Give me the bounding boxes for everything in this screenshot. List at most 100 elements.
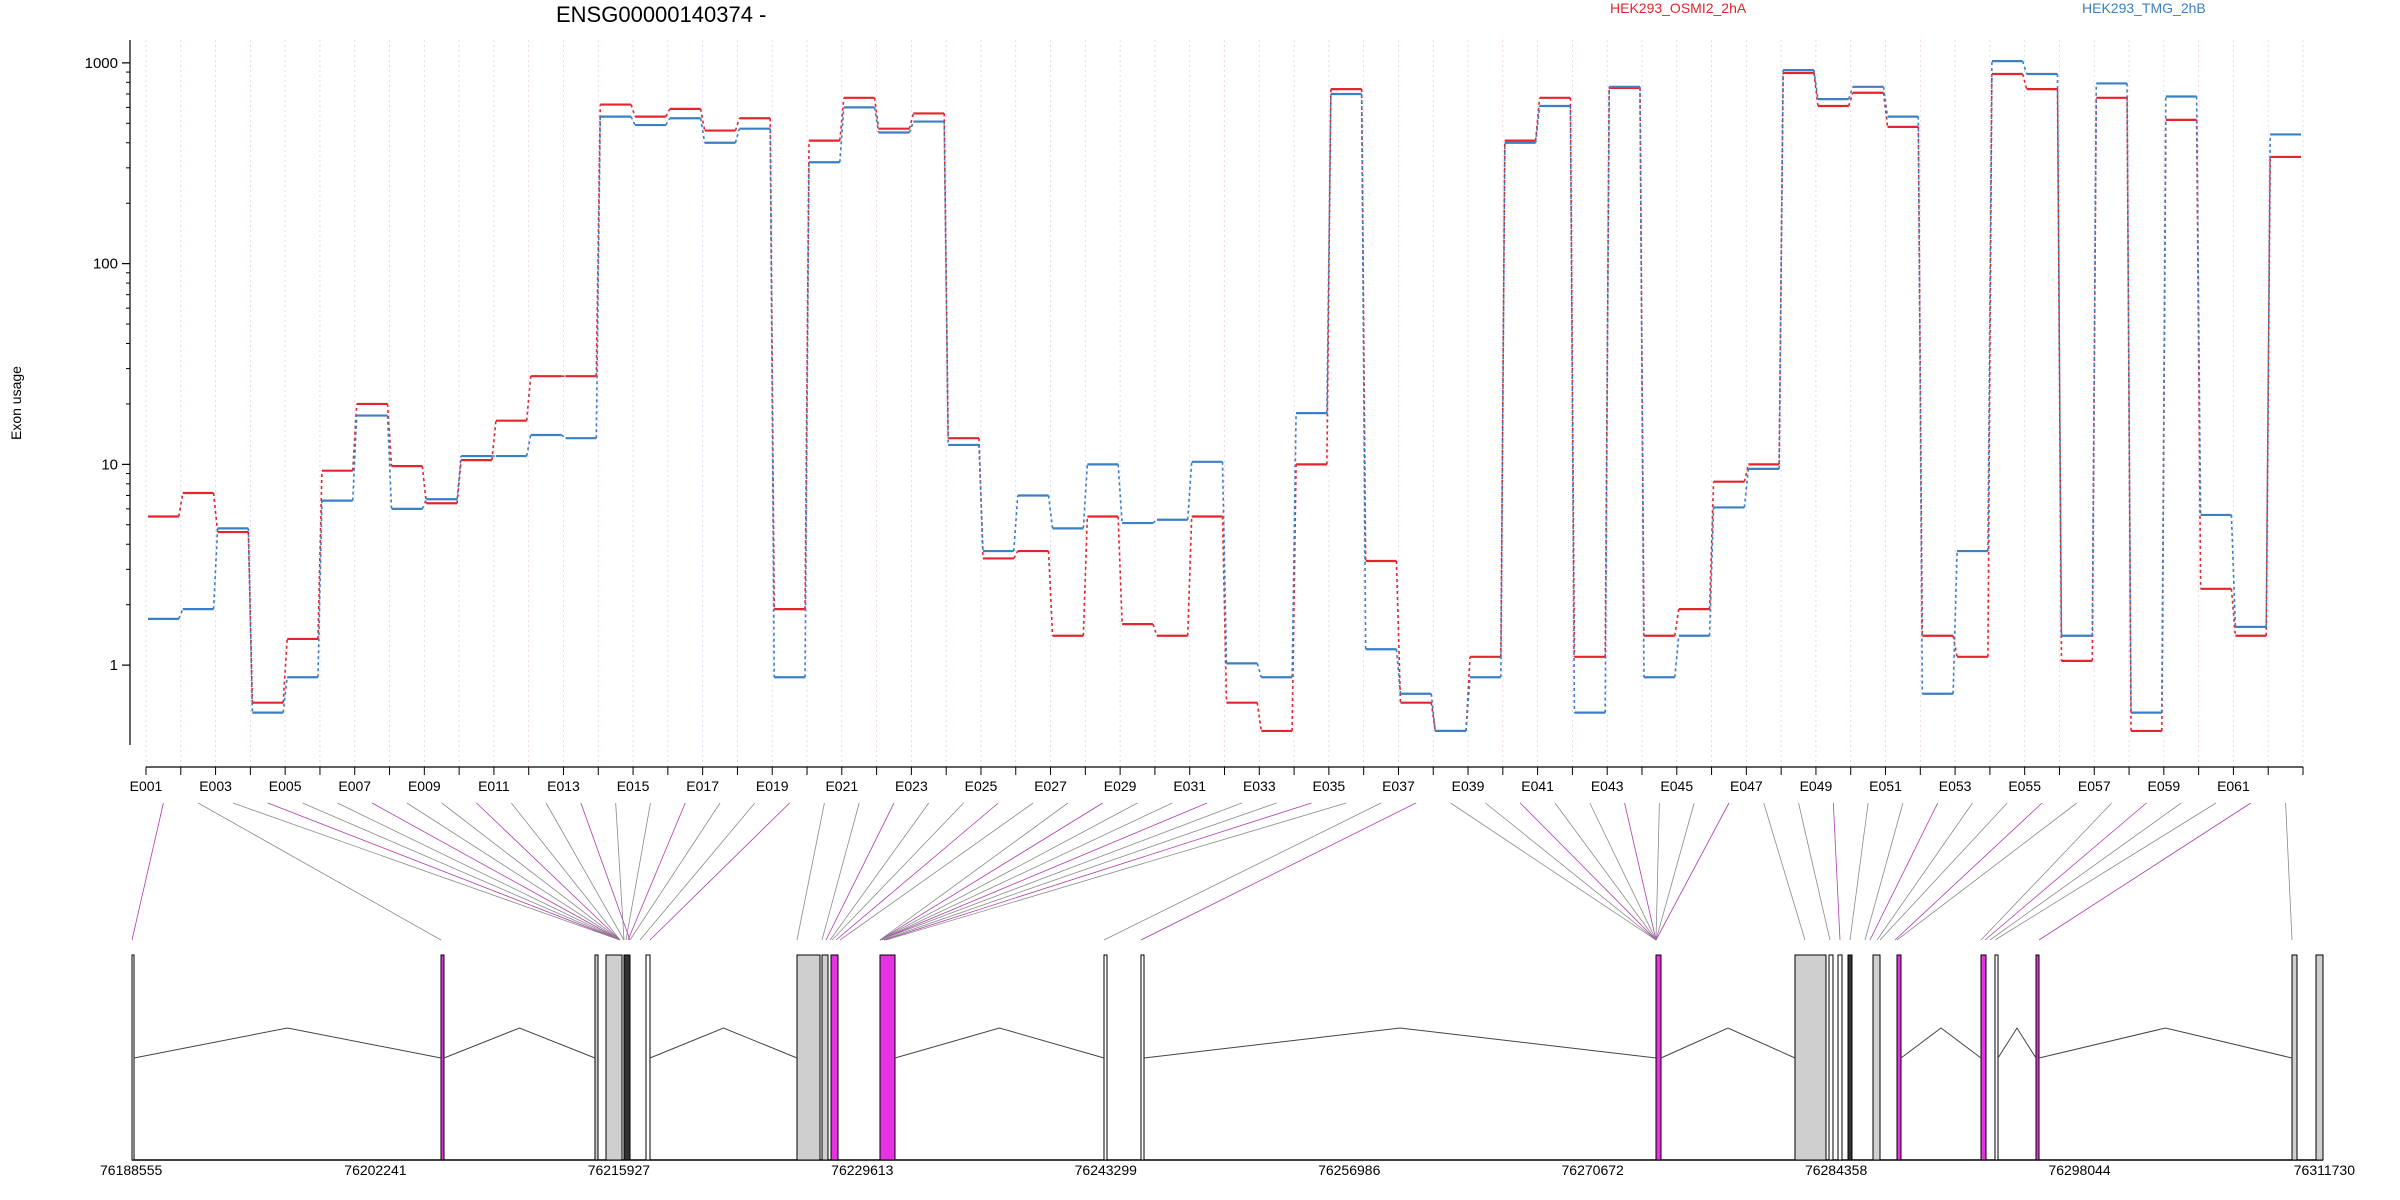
data-connector [1917, 116, 1924, 694]
data-connector [282, 638, 288, 703]
x-tick-label: E029 [1104, 778, 1137, 794]
intron-line [1143, 1027, 1657, 1059]
data-connector [1152, 623, 1158, 637]
mapping-line [839, 802, 1034, 941]
exon-block [2035, 954, 2040, 1161]
mapping-line [1984, 802, 2147, 941]
mapping-line [1450, 802, 1657, 941]
data-connector [1952, 551, 1958, 694]
exon-block [645, 954, 651, 1161]
mapping-line [615, 802, 625, 941]
x-tick-label: E031 [1173, 778, 1206, 794]
mapping-line [441, 802, 621, 941]
data-connector [1186, 461, 1193, 520]
data-connector [1465, 677, 1471, 731]
data-connector [1673, 635, 1680, 678]
data-connector [1987, 61, 1993, 552]
exon-block [1828, 954, 1834, 1161]
data-connector [665, 108, 671, 117]
mapping-line [337, 802, 621, 941]
x-tick-label: E001 [130, 778, 163, 794]
exon-block [1896, 954, 1902, 1161]
mapping-line [406, 802, 621, 941]
exon-block [1140, 954, 1145, 1161]
mapping-line [371, 802, 621, 941]
data-connector [1082, 464, 1089, 529]
mapping-line [879, 802, 1069, 941]
genome-tick-label: 76202241 [344, 1162, 407, 1178]
mapping-line [625, 802, 651, 941]
x-tick-label: E043 [1591, 778, 1624, 794]
data-connector [1500, 142, 1506, 678]
data-connector [734, 117, 741, 131]
data-connector [1326, 89, 1332, 465]
x-tick-label: E019 [756, 778, 789, 794]
data-connector [178, 492, 184, 517]
data-connector [1256, 702, 1263, 732]
exon-block [1794, 954, 1827, 1161]
mapping-line [825, 802, 895, 941]
mapping-line [1655, 802, 1695, 941]
x-tick-label: E051 [1869, 778, 1902, 794]
x-tick-label: E059 [2147, 778, 2180, 794]
exon-block [2291, 954, 2298, 1161]
data-connector [665, 117, 671, 126]
data-connector [247, 528, 254, 713]
mapping-line [885, 802, 1347, 941]
mapping-line [1832, 802, 1841, 941]
data-connector [1012, 495, 1019, 552]
mapping-line [1980, 802, 2112, 941]
data-connector [699, 108, 706, 131]
data-connector [1987, 74, 1993, 657]
data-connector [1430, 702, 1437, 732]
mapping-line [879, 802, 1103, 941]
x-tick-label: E011 [478, 778, 510, 794]
data-connector [1534, 105, 1541, 143]
data-connector [351, 403, 358, 471]
exon-block [1837, 954, 1843, 1161]
data-connector [1326, 93, 1332, 414]
mapping-line [1864, 802, 1904, 941]
data-connector [2021, 73, 2028, 90]
data-connector [2056, 89, 2063, 661]
data-connector [1534, 97, 1541, 141]
exon-block [440, 954, 445, 1161]
genome-tick-label: 76229613 [831, 1162, 894, 1178]
mapping-line [1896, 802, 2078, 941]
data-connector [873, 97, 880, 129]
exon-block [605, 954, 623, 1161]
mapping-line [639, 802, 756, 941]
intron-line [443, 1027, 596, 1059]
x-tick-label: E045 [1660, 778, 1693, 794]
data-connector [769, 128, 776, 678]
intron-line [1900, 1027, 1982, 1059]
data-connector [2091, 83, 2098, 636]
mapping-line [267, 802, 621, 941]
exon-block [1980, 954, 1987, 1161]
mapping-line [1655, 802, 1660, 941]
mapping-line [883, 802, 1312, 941]
data-connector [1673, 609, 1680, 636]
data-connector [1186, 516, 1193, 636]
mapping-line [829, 802, 930, 941]
data-connector [2265, 134, 2272, 627]
mapping-line [1519, 802, 1657, 941]
data-connector [1152, 519, 1158, 524]
x-tick-label: E039 [1452, 778, 1485, 794]
mapping-line [1989, 802, 2182, 941]
data-connector [2021, 60, 2028, 75]
exon-block [879, 954, 896, 1161]
mapping-line [879, 802, 1173, 941]
mapping-line [2285, 802, 2293, 941]
mapping-line [627, 802, 686, 941]
x-tick-label: E041 [1521, 778, 1554, 794]
x-tick-label: E003 [199, 778, 232, 794]
x-tick-label: E027 [1034, 778, 1067, 794]
intron-line [649, 1027, 798, 1059]
x-tick-label: E035 [1313, 778, 1346, 794]
exon-block [594, 954, 599, 1161]
x-tick-label: E017 [686, 778, 719, 794]
intron-line [894, 1027, 1105, 1059]
